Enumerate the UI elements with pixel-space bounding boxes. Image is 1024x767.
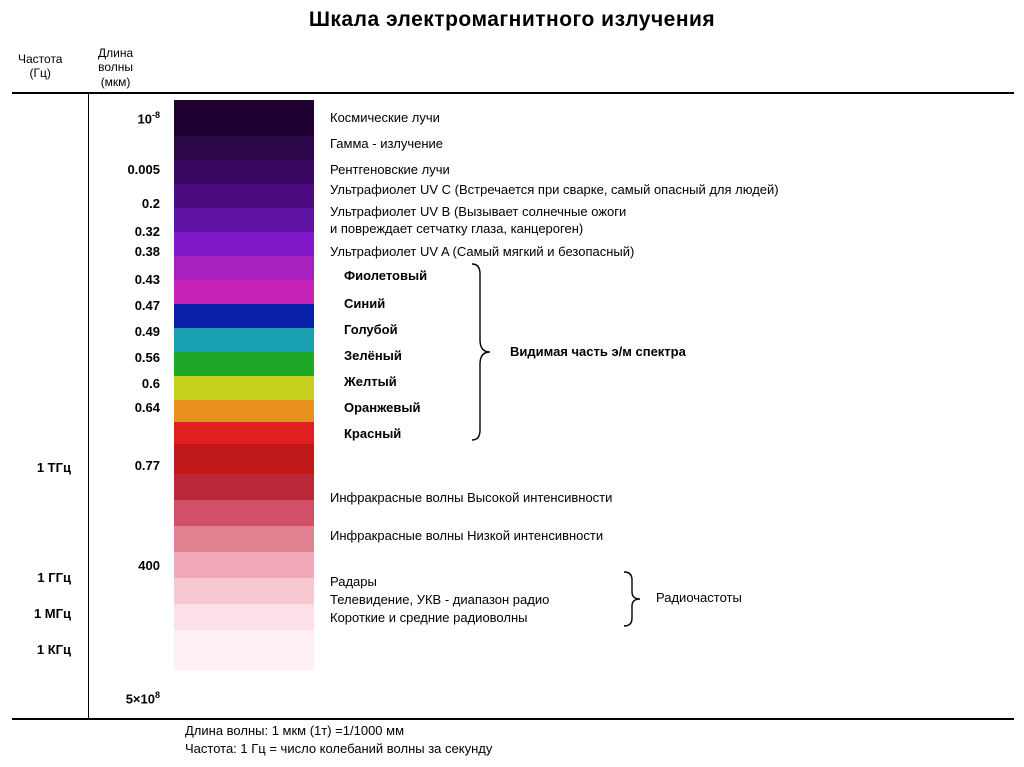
wavelength-value: 0.64 — [100, 400, 160, 415]
spectrum-band — [174, 232, 314, 256]
wavelength-value: 400 — [100, 558, 160, 573]
spectrum-column — [174, 100, 314, 670]
bottom-rule — [12, 718, 1014, 720]
spectrum-label: Красный — [344, 426, 401, 443]
spectrum-label: Инфракрасные волны Низкой интенсивности — [330, 528, 603, 545]
freq-header: Частота(Гц) — [18, 52, 62, 81]
spectrum-band — [174, 578, 314, 604]
spectrum-label: Короткие и средние радиоволны — [330, 610, 528, 627]
frequency-value: 1 ГГц — [16, 570, 71, 585]
spectrum-label: Инфракрасные волны Высокой интенсивности — [330, 490, 612, 507]
wavelength-value: 0.6 — [100, 376, 160, 391]
spectrum-band — [174, 526, 314, 552]
spectrum-label: Радары — [330, 574, 377, 591]
spectrum-label: Фиолетовый — [344, 268, 427, 285]
spectrum-band — [174, 100, 314, 136]
wavelength-value: 0.2 — [100, 196, 160, 211]
spectrum-band — [174, 184, 314, 208]
spectrum-band — [174, 304, 314, 328]
spectrum-band — [174, 474, 314, 500]
footer-line2: Частота: 1 Гц = число колебаний волны за… — [185, 740, 492, 758]
spectrum-label: Синий — [344, 296, 385, 313]
wavelength-value: 0.43 — [100, 272, 160, 287]
page-title: Шкала электромагнитного излучения — [0, 8, 1024, 32]
footer-line1: Длина волны: 1 мкм (1т) =1/1000 мм — [185, 722, 492, 740]
vertical-divider — [88, 92, 89, 718]
spectrum-band — [174, 604, 314, 630]
em-spectrum-diagram: Шкала электромагнитного излучения Частот… — [0, 0, 1024, 767]
spectrum-label: Телевидение, УКВ - диапазон радио — [330, 592, 549, 609]
spectrum-label: Оранжевый — [344, 400, 421, 417]
spectrum-band — [174, 208, 314, 232]
spectrum-band — [174, 500, 314, 526]
frequency-value: 1 ТГц — [16, 460, 71, 475]
footer-notes: Длина волны: 1 мкм (1т) =1/1000 мм Часто… — [185, 722, 492, 758]
spectrum-label: Ультрафиолет UV A (Самый мягкий и безопа… — [330, 244, 634, 261]
spectrum-band — [174, 422, 314, 444]
wavelength-value: 0.77 — [100, 458, 160, 473]
spectrum-band — [174, 328, 314, 352]
spectrum-band — [174, 376, 314, 400]
brace-visible-label: Видимая часть э/м спектра — [510, 344, 686, 361]
wavelength-value: 0.47 — [100, 298, 160, 313]
spectrum-label: Космические лучи — [330, 110, 440, 127]
spectrum-band — [174, 256, 314, 280]
spectrum-band — [174, 160, 314, 184]
spectrum-label: Голубой — [344, 322, 398, 339]
spectrum-label: Гамма - излучение — [330, 136, 443, 153]
brace-radio — [620, 570, 644, 628]
spectrum-band — [174, 444, 314, 474]
spectrum-band — [174, 280, 314, 304]
wavelength-value: 0.32 — [100, 224, 160, 239]
top-rule — [12, 92, 1014, 94]
frequency-value: 1 МГц — [16, 606, 71, 621]
wavelength-value: 0.38 — [100, 244, 160, 259]
brace-radio-label: Радиочастоты — [656, 590, 742, 607]
spectrum-band — [174, 552, 314, 578]
wavelength-value: 0.49 — [100, 324, 160, 339]
spectrum-label: Ультрафиолет UV B (Вызывает солнечные ож… — [330, 204, 626, 238]
wavelength-header: Длинаволны(мкм) — [98, 46, 133, 89]
spectrum-label: Желтый — [344, 374, 397, 391]
wavelength-value: 10-8 — [100, 110, 160, 126]
spectrum-band — [174, 352, 314, 376]
spectrum-band — [174, 400, 314, 422]
brace-visible — [466, 262, 496, 442]
spectrum-label: Ультрафиолет UV C (Встречается при сварк… — [330, 182, 779, 199]
wavelength-value: 5×108 — [100, 690, 160, 706]
spectrum-label: Рентгеновские лучи — [330, 162, 450, 179]
spectrum-label: Зелёный — [344, 348, 402, 365]
frequency-value: 1 КГц — [16, 642, 71, 657]
spectrum-band — [174, 136, 314, 160]
spectrum-band — [174, 630, 314, 670]
wavelength-value: 0.005 — [100, 162, 160, 177]
wavelength-value: 0.56 — [100, 350, 160, 365]
